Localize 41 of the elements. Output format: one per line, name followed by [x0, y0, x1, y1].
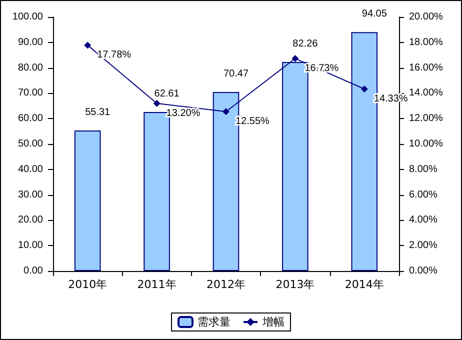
x-tick-label: 2013年: [276, 278, 315, 291]
y-tick-label: 60.00: [18, 113, 44, 124]
bar: [74, 130, 101, 271]
y2-tick-label: 10.00%: [409, 138, 444, 150]
data-label: 70.47: [223, 68, 249, 80]
point: [84, 42, 92, 49]
data-label: 62.61: [154, 88, 180, 100]
y-tick-label: 90.00: [18, 36, 44, 48]
y2-tick-label: 12.00%: [409, 113, 444, 124]
y2-tick-label: 0.00%: [409, 266, 438, 276]
data-label: 94.05: [362, 8, 388, 20]
y-tick-label: 0.00: [24, 266, 44, 276]
point: [153, 100, 160, 107]
data-label: 55.31: [85, 107, 111, 118]
y2-tick-label: 8.00%: [409, 164, 438, 175]
x-tick-label: 2014年: [344, 278, 384, 291]
y2-tick-label: 16.00%: [409, 62, 444, 74]
data-label: 82.26: [292, 38, 318, 50]
y-tick-label: 80.00: [18, 62, 44, 74]
y2-tick-label: 4.00%: [409, 214, 438, 226]
y-tick-label: 100.00: [12, 12, 44, 22]
data-label: 13.20%: [166, 108, 200, 119]
y-tick-label: 50.00: [18, 138, 44, 150]
y-tick-label: 30.00: [18, 189, 44, 200]
y-tick-label: 20.00: [18, 214, 44, 226]
y2-tick-label: 2.00%: [409, 240, 438, 252]
y2-tick-label: 18.00%: [409, 36, 444, 48]
point: [360, 86, 368, 93]
x-tick-label: 2011年: [137, 278, 176, 291]
y2-tick-label: 6.00%: [409, 189, 438, 200]
y-tick-label: 70.00: [18, 88, 44, 99]
y2-tick-label: 14.00%: [409, 88, 444, 99]
point: [292, 55, 299, 62]
y2-tick-label: 20.00%: [409, 12, 444, 22]
legend-label: 增幅: [262, 316, 284, 328]
point: [222, 108, 230, 116]
legend-label: 需求量: [198, 316, 230, 328]
x-tick-label: 2012年: [206, 278, 246, 291]
y-tick-label: 40.00: [18, 164, 44, 175]
y-tick-label: 10.00: [18, 240, 44, 252]
x-tick-label: 2010年: [68, 278, 108, 291]
